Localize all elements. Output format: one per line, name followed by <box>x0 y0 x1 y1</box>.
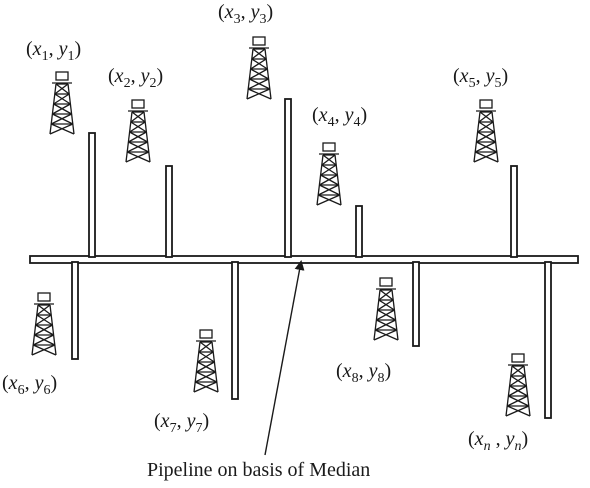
well-label-7: (x7, y7) <box>154 410 209 436</box>
pipeline-caption: Pipeline on basis of Median <box>147 459 370 481</box>
branch-pipe-4 <box>355 205 363 258</box>
branch-pipe-n <box>544 261 552 419</box>
well-label-1: (x1, y1) <box>26 38 81 64</box>
well-label-6: (x6, y6) <box>2 372 57 398</box>
oil-derrick-icon-7 <box>193 329 219 393</box>
oil-derrick-icon-6 <box>31 292 57 356</box>
branch-pipe-3 <box>284 98 292 258</box>
branch-pipe-6 <box>71 261 79 360</box>
oil-derrick-icon-3 <box>246 36 272 100</box>
oil-derrick-icon-5 <box>473 99 499 163</box>
well-label-5: (x5, y5) <box>453 65 508 91</box>
well-label-n: (xn , yn) <box>468 428 528 454</box>
branch-pipe-7 <box>231 261 239 400</box>
well-label-4: (x4, y4) <box>312 104 367 130</box>
branch-pipe-5 <box>510 165 518 258</box>
branch-pipe-8 <box>412 261 420 347</box>
branch-pipe-2 <box>165 165 173 258</box>
oil-derrick-icon-2 <box>125 99 151 163</box>
main-pipeline <box>29 255 579 264</box>
well-label-3: (x3, y3) <box>218 1 273 27</box>
arrow-icon <box>264 260 305 456</box>
well-label-2: (x2, y2) <box>108 65 163 91</box>
oil-derrick-icon-4 <box>316 142 342 206</box>
oil-derrick-icon-8 <box>373 277 399 341</box>
well-label-8: (x8, y8) <box>336 360 391 386</box>
oil-derrick-icon-n <box>505 353 531 417</box>
oil-derrick-icon-1 <box>49 71 75 135</box>
branch-pipe-1 <box>88 132 96 258</box>
